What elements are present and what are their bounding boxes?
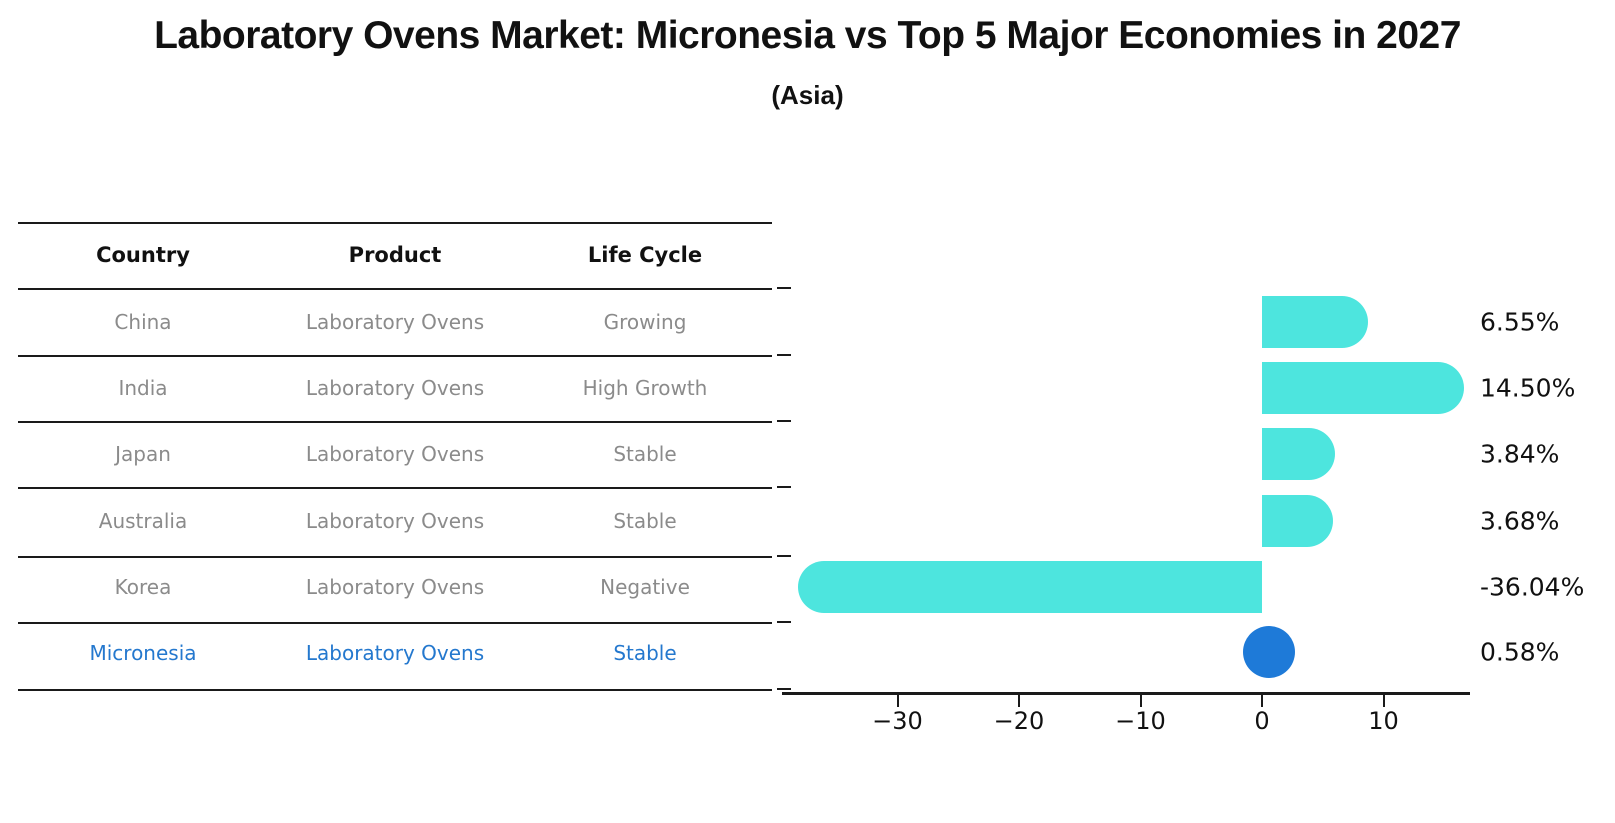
cell-life-cycle: Negative xyxy=(600,575,690,599)
cell-life-cycle: Stable xyxy=(613,509,677,533)
x-axis-line xyxy=(782,692,1470,695)
y-axis-tick xyxy=(777,621,791,623)
cell-product: Laboratory Ovens xyxy=(305,310,485,334)
cell-product: Laboratory Ovens xyxy=(305,376,485,400)
cell-country: India xyxy=(118,376,168,400)
column-header-life-cycle: Life Cycle xyxy=(587,243,703,267)
table-divider xyxy=(18,355,772,357)
table-divider xyxy=(18,487,772,489)
x-axis-tick xyxy=(1261,695,1263,707)
table-divider xyxy=(18,556,772,558)
table-divider xyxy=(18,622,772,624)
value-label-australia: 3.68% xyxy=(1480,506,1560,536)
y-axis-tick xyxy=(777,486,791,488)
y-axis-tick xyxy=(777,688,791,690)
cell-country: China xyxy=(114,310,172,334)
y-axis-tick xyxy=(777,354,791,356)
bar-korea xyxy=(798,561,1262,613)
cell-life-cycle: Growing xyxy=(603,310,687,334)
cell-life-cycle: High Growth xyxy=(582,376,708,400)
cell-country: Korea xyxy=(114,575,172,599)
cell-country: Japan xyxy=(115,442,171,466)
cell-life-cycle: Stable xyxy=(613,442,677,466)
cell-product: Laboratory Ovens xyxy=(305,575,485,599)
table-divider xyxy=(18,222,772,224)
x-tick-label: 0 xyxy=(1254,707,1270,735)
column-header-product: Product xyxy=(348,243,442,267)
chart-title: Laboratory Ovens Market: Micronesia vs T… xyxy=(154,14,1461,57)
cell-country: Micronesia xyxy=(89,641,197,665)
y-axis-tick xyxy=(777,420,791,422)
marker-micronesia xyxy=(1243,626,1296,678)
cell-life-cycle: Stable xyxy=(613,641,677,665)
x-tick-label: 10 xyxy=(1368,707,1399,735)
y-axis-tick xyxy=(777,555,791,557)
x-tick-label: −10 xyxy=(1115,707,1166,735)
value-label-india: 14.50% xyxy=(1480,373,1576,403)
x-axis-tick xyxy=(1382,695,1385,707)
bar-japan xyxy=(1262,428,1335,480)
y-axis-tick xyxy=(777,287,791,289)
table-divider xyxy=(18,288,772,290)
x-tick-label: −30 xyxy=(872,707,923,735)
table-divider xyxy=(18,421,772,423)
bar-australia xyxy=(1262,495,1333,547)
cell-product: Laboratory Ovens xyxy=(305,509,485,533)
cell-product: Laboratory Ovens xyxy=(305,442,485,466)
x-axis-tick xyxy=(896,695,899,707)
bar-india xyxy=(1262,362,1465,414)
x-tick-label: −20 xyxy=(993,707,1045,735)
value-label-korea: -36.04% xyxy=(1480,572,1585,602)
value-label-micronesia: 0.58% xyxy=(1480,637,1560,667)
value-label-china: 6.55% xyxy=(1480,307,1560,337)
cell-country: Australia xyxy=(98,509,188,533)
chart-subtitle: (Asia) xyxy=(771,80,844,110)
column-header-country: Country xyxy=(96,243,190,267)
bar-china xyxy=(1262,296,1368,348)
value-label-japan: 3.84% xyxy=(1480,439,1560,469)
cell-product: Laboratory Ovens xyxy=(305,641,485,665)
x-axis-tick xyxy=(1018,695,1020,707)
x-axis-tick xyxy=(1139,695,1142,707)
table-divider xyxy=(18,689,772,691)
